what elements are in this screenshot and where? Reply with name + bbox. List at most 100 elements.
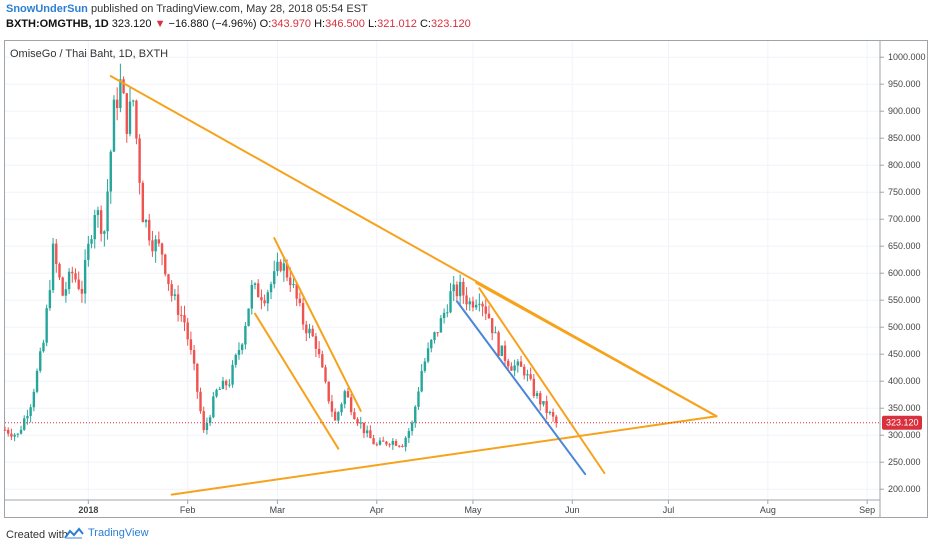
- candle-body: [305, 324, 308, 334]
- y-tick-label: 700.000: [888, 214, 921, 224]
- candle-body: [494, 332, 497, 334]
- candle-body: [135, 100, 138, 139]
- candle-body: [176, 294, 180, 315]
- candle-body: [74, 273, 77, 280]
- candle-body: [458, 281, 462, 297]
- published-text: published on TradingView.com, May 28, 20…: [90, 3, 368, 15]
- candle-body: [138, 138, 141, 183]
- candle-body: [545, 401, 548, 413]
- candle-body: [481, 303, 484, 307]
- candle-body: [446, 312, 449, 314]
- candle-body: [301, 303, 305, 325]
- candle-body: [349, 397, 353, 413]
- candle-body: [106, 191, 109, 232]
- candle-body: [337, 412, 340, 421]
- high-value: 346.500: [325, 18, 365, 30]
- candle-body: [430, 339, 433, 349]
- candle-body: [279, 261, 282, 271]
- y-tick-label: 800.000: [888, 160, 921, 170]
- candle-body: [16, 433, 20, 435]
- candle-body: [516, 361, 520, 366]
- candle-body: [186, 322, 189, 340]
- candle-body: [26, 415, 29, 419]
- candle-body: [112, 99, 116, 152]
- candle-body: [398, 445, 401, 447]
- candle-body: [148, 220, 151, 241]
- chart-title: OmiseGo / Thai Baht, 1D, BXTH: [10, 48, 169, 60]
- author-link[interactable]: SnowUnderSun: [6, 3, 88, 15]
- candle-body: [523, 366, 526, 376]
- y-tick-label: 400.000: [888, 376, 921, 386]
- candle-body: [212, 396, 215, 418]
- candle-body: [250, 284, 253, 309]
- candle-body: [266, 292, 270, 304]
- candle-body: [180, 314, 183, 316]
- y-tick-label: 900.000: [888, 106, 921, 116]
- candle-body: [128, 101, 132, 134]
- candle-body: [346, 391, 350, 398]
- candle-body: [490, 318, 494, 334]
- candle-body: [436, 332, 439, 334]
- publish-info: SnowUnderSun published on TradingView.co…: [6, 3, 368, 15]
- candle-body: [157, 239, 161, 244]
- candle-body: [103, 231, 106, 234]
- candle-body: [500, 345, 503, 356]
- candle-body: [343, 391, 346, 405]
- candle-body: [228, 384, 231, 386]
- candle-body: [253, 283, 257, 285]
- candle-body: [269, 284, 273, 293]
- open-label: O:: [259, 18, 272, 30]
- candle-body: [298, 298, 302, 304]
- candle-body: [465, 295, 468, 305]
- candle-body: [196, 363, 199, 392]
- candle-body: [257, 283, 260, 298]
- candle-body: [240, 344, 244, 351]
- tradingview-brand[interactable]: TradingView: [64, 527, 149, 539]
- candle-body: [455, 284, 459, 297]
- candle-body: [90, 239, 93, 244]
- candle-body: [510, 366, 513, 371]
- candle-body: [45, 308, 48, 343]
- candle-body: [548, 412, 552, 414]
- candle-body: [551, 412, 555, 417]
- candle-body: [64, 289, 68, 296]
- candle-body: [462, 281, 465, 296]
- candle-body: [317, 348, 321, 355]
- candle-body: [324, 367, 327, 382]
- candle-body: [394, 440, 398, 446]
- candle-body: [414, 406, 417, 423]
- candle-body: [439, 318, 443, 333]
- y-tick-label: 250.000: [888, 457, 921, 467]
- candle-body: [539, 393, 542, 405]
- candle-body: [205, 422, 209, 431]
- candle-body: [93, 215, 96, 240]
- y-tick-label: 600.000: [888, 268, 921, 278]
- candle-body: [80, 288, 84, 294]
- trendline: [170, 415, 718, 496]
- candle-body: [285, 263, 289, 278]
- candle-body: [478, 303, 481, 305]
- trendlines[interactable]: [109, 75, 718, 496]
- candle-body: [526, 374, 529, 376]
- candle-body: [19, 429, 23, 434]
- candle-body: [208, 417, 212, 423]
- candle-body: [487, 313, 491, 319]
- ohlc-line: BXTH:OMGTHB, 1D 323.120 ▼ −16.880 (−4.96…: [6, 18, 471, 30]
- candle-body: [61, 277, 64, 296]
- candle-body: [353, 412, 356, 420]
- candle-body: [144, 220, 148, 223]
- candle-body: [375, 444, 378, 446]
- candle-body: [48, 290, 52, 309]
- candle-body: [170, 284, 173, 296]
- candle-body: [260, 297, 263, 301]
- candle-body: [99, 210, 103, 234]
- candle-body: [221, 380, 225, 389]
- tradingview-logo-icon: [64, 527, 84, 539]
- candle-body: [535, 393, 539, 396]
- candle-body: [67, 271, 71, 290]
- chart-frame[interactable]: [4, 40, 928, 518]
- candle-body: [96, 210, 100, 216]
- candle-body: [58, 263, 61, 278]
- candle-body: [160, 243, 164, 255]
